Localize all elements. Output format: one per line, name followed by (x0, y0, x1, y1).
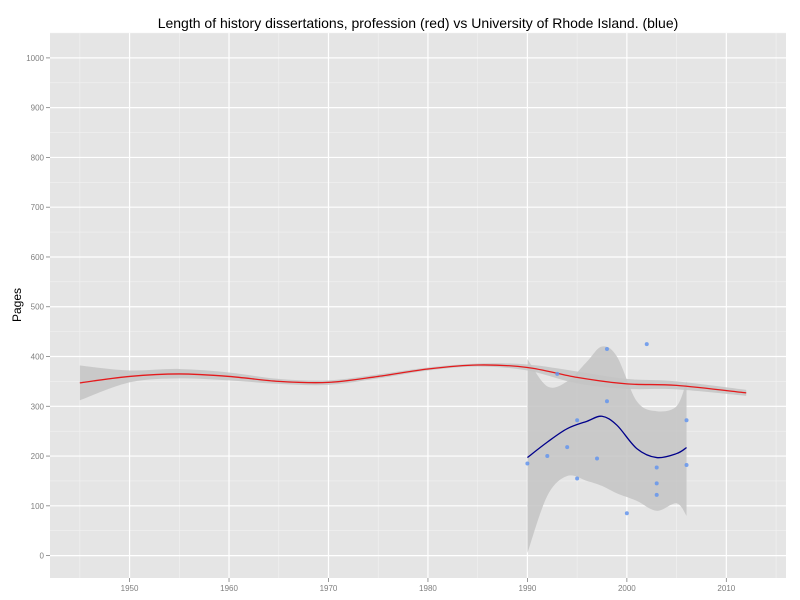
y-tick-label: 500 (31, 303, 45, 312)
data-point (644, 342, 649, 347)
data-point (604, 347, 609, 352)
confidence-ribbons (79, 346, 747, 554)
data-point (575, 418, 580, 423)
y-tick-label: 400 (31, 353, 45, 362)
y-tick-label: 900 (31, 104, 45, 113)
data-point (545, 454, 550, 459)
data-point (684, 418, 689, 423)
data-point (684, 463, 689, 468)
x-axis-ticks: 1950 1960 1970 1980 1990 2000 2010 (121, 578, 736, 593)
x-tick-label: 1980 (419, 584, 437, 593)
data-point (624, 511, 629, 516)
smooth-line-profession_line (79, 364, 747, 394)
smooth-line-uri_line (527, 415, 687, 459)
chart-title: Length of history dissertations, profess… (158, 15, 679, 31)
y-tick-label: 600 (31, 253, 45, 262)
data-point (654, 481, 659, 486)
data-point (575, 476, 580, 481)
data-point (525, 461, 530, 466)
smooth-lines (79, 364, 747, 459)
data-point (555, 371, 560, 376)
data-points (525, 342, 689, 516)
y-tick-label: 0 (40, 552, 45, 561)
y-axis-label: Pages (10, 288, 24, 322)
y-tick-label: 1000 (26, 54, 44, 63)
data-point (595, 456, 600, 461)
x-tick-label: 1960 (220, 584, 238, 593)
x-tick-label: 2000 (618, 584, 636, 593)
y-tick-label: 200 (31, 452, 45, 461)
y-tick-label: 800 (31, 153, 45, 162)
data-point (654, 492, 659, 497)
grid-major (50, 33, 786, 578)
x-tick-label: 1970 (320, 584, 338, 593)
y-tick-label: 100 (31, 502, 45, 511)
data-point (604, 399, 609, 404)
x-tick-label: 2010 (717, 584, 735, 593)
data-point (654, 465, 659, 470)
y-tick-label: 300 (31, 402, 45, 411)
x-tick-label: 1990 (519, 584, 537, 593)
y-tick-label: 700 (31, 203, 45, 212)
confidence-ribbon-uri_line (527, 346, 687, 554)
y-axis-ticks: 0 100 200 300 400 500 600 700 800 900 1000 (26, 54, 50, 561)
data-point (565, 445, 570, 450)
x-tick-label: 1950 (121, 584, 139, 593)
